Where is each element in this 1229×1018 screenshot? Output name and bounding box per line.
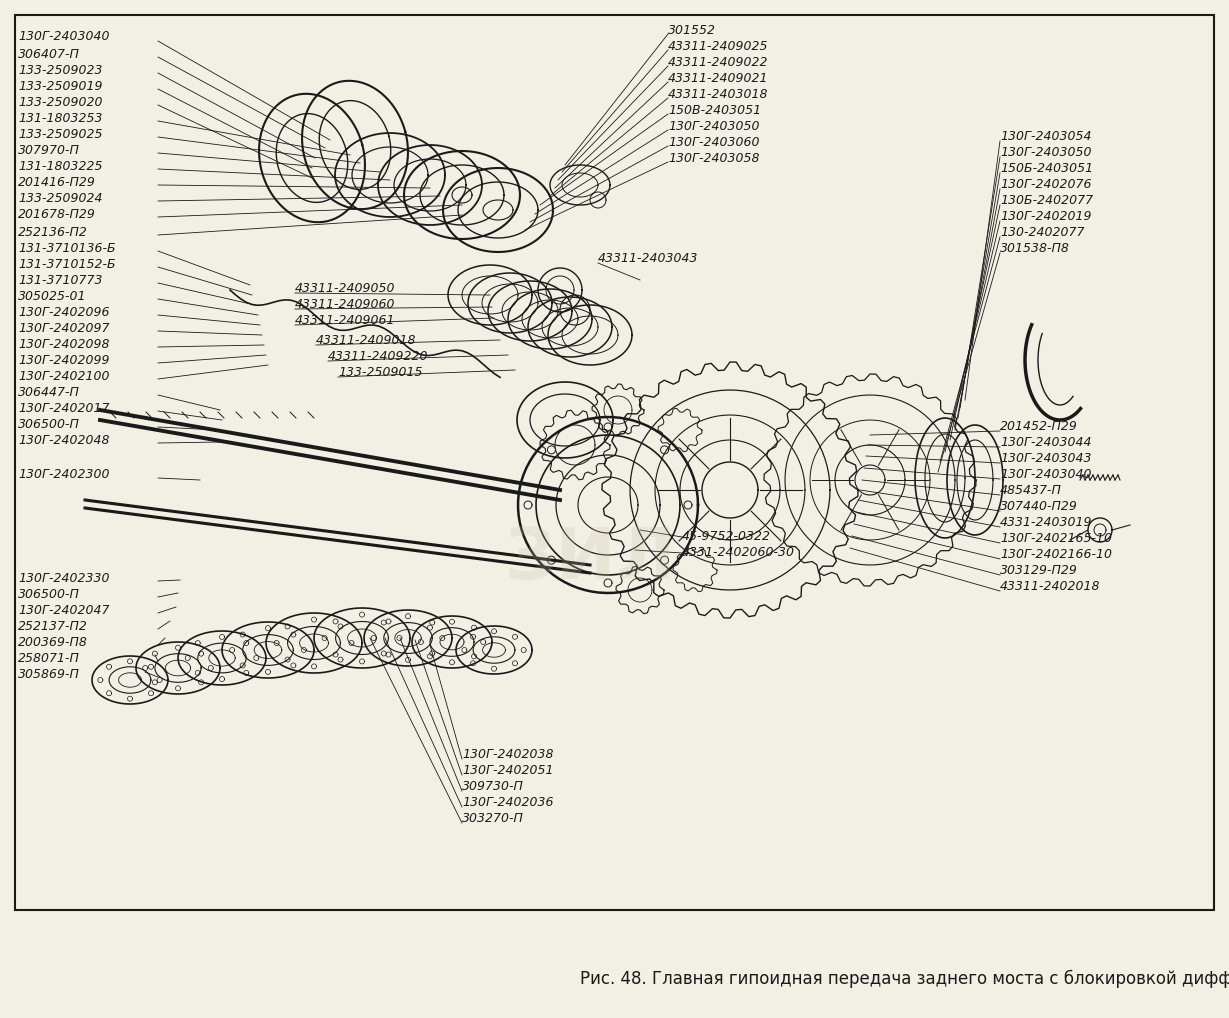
Text: 131-3710136-Б: 131-3710136-Б bbox=[18, 242, 116, 254]
Text: 130Г-2402330: 130Г-2402330 bbox=[18, 572, 109, 585]
Text: 201678-П29: 201678-П29 bbox=[18, 208, 96, 221]
Text: 303129-П29: 303129-П29 bbox=[1000, 564, 1078, 577]
Text: 303270-П: 303270-П bbox=[462, 812, 524, 825]
Text: 200369-П8: 200369-П8 bbox=[18, 636, 88, 649]
Text: 43311-2402018: 43311-2402018 bbox=[1000, 580, 1100, 593]
Text: 130Г-2402300: 130Г-2402300 bbox=[18, 468, 109, 480]
Text: 301538-П8: 301538-П8 bbox=[1000, 242, 1070, 254]
Text: 43311-2409220: 43311-2409220 bbox=[328, 350, 429, 363]
Text: 133-2509024: 133-2509024 bbox=[18, 192, 102, 205]
Text: 131-1803253: 131-1803253 bbox=[18, 112, 102, 125]
Text: 130Г-2402166-10: 130Г-2402166-10 bbox=[1000, 548, 1112, 561]
Text: 43311-2409050: 43311-2409050 bbox=[295, 282, 396, 295]
Text: 306500-П: 306500-П bbox=[18, 588, 80, 601]
Text: 306447-П: 306447-П bbox=[18, 386, 80, 399]
Bar bbox=[15, 15, 1214, 910]
Text: 130Г-2402098: 130Г-2402098 bbox=[18, 338, 109, 351]
Text: 130Г-2402099: 130Г-2402099 bbox=[18, 354, 109, 367]
Text: 201416-П29: 201416-П29 bbox=[18, 176, 96, 189]
Text: 130Г-2403050: 130Г-2403050 bbox=[1000, 146, 1091, 159]
Text: 130Г-2403050: 130Г-2403050 bbox=[669, 120, 760, 133]
Text: 305025-01: 305025-01 bbox=[18, 290, 86, 303]
Text: 4331-2403019: 4331-2403019 bbox=[1000, 516, 1093, 529]
Text: 131-3710773: 131-3710773 bbox=[18, 274, 102, 287]
Text: 130Г-2402100: 130Г-2402100 bbox=[18, 370, 109, 383]
Text: 131-3710152-Б: 131-3710152-Б bbox=[18, 258, 116, 271]
Text: 43311-2403018: 43311-2403018 bbox=[669, 88, 768, 101]
Text: 130Г-2402017: 130Г-2402017 bbox=[18, 402, 109, 415]
Text: 305869-П: 305869-П bbox=[18, 668, 80, 681]
Text: 201452-П29: 201452-П29 bbox=[1000, 420, 1078, 433]
Text: 130Г-2402047: 130Г-2402047 bbox=[18, 604, 109, 617]
Text: 130Г-2402097: 130Г-2402097 bbox=[18, 322, 109, 335]
Text: 43311-2409022: 43311-2409022 bbox=[669, 56, 768, 69]
Text: 150В-2403051: 150В-2403051 bbox=[669, 104, 761, 117]
Text: 306500-П: 306500-П bbox=[18, 418, 80, 431]
Text: 252136-П2: 252136-П2 bbox=[18, 226, 88, 239]
Text: 133-2509023: 133-2509023 bbox=[18, 64, 102, 77]
Text: 150Б-2403051: 150Б-2403051 bbox=[1000, 162, 1093, 175]
Text: 130Г-2402048: 130Г-2402048 bbox=[18, 434, 109, 447]
Text: 307970-П: 307970-П bbox=[18, 144, 80, 157]
Text: 252137-П2: 252137-П2 bbox=[18, 620, 88, 633]
Text: 130-2402077: 130-2402077 bbox=[1000, 226, 1084, 239]
Text: 130Г-2402051: 130Г-2402051 bbox=[462, 764, 553, 777]
Text: 130Г-2403058: 130Г-2403058 bbox=[669, 152, 760, 165]
Text: 258071-П: 258071-П bbox=[18, 652, 80, 665]
Text: 130Б-2402077: 130Б-2402077 bbox=[1000, 194, 1093, 207]
Text: 309730-П: 309730-П bbox=[462, 780, 524, 793]
Text: 130Г-2402019: 130Г-2402019 bbox=[1000, 210, 1091, 223]
Text: ЗИЛ: ЗИЛ bbox=[504, 525, 676, 595]
Text: 130Г-2402036: 130Г-2402036 bbox=[462, 796, 553, 809]
Text: 130Г-2403043: 130Г-2403043 bbox=[1000, 452, 1091, 465]
Text: 45-9752-0322: 45-9752-0322 bbox=[682, 530, 771, 543]
Text: 131-1803225: 131-1803225 bbox=[18, 160, 102, 173]
Text: 133-2509015: 133-2509015 bbox=[338, 366, 423, 379]
Text: 130Г-2402038: 130Г-2402038 bbox=[462, 748, 553, 761]
Text: 43311-2409021: 43311-2409021 bbox=[669, 72, 768, 84]
Text: 43311-2409025: 43311-2409025 bbox=[669, 40, 768, 53]
Text: 130Г-2402165-10: 130Г-2402165-10 bbox=[1000, 532, 1112, 545]
Text: 43311-2403043: 43311-2403043 bbox=[599, 252, 698, 265]
Text: 43311-2409060: 43311-2409060 bbox=[295, 298, 396, 312]
Text: 133-2509025: 133-2509025 bbox=[18, 128, 102, 142]
Text: 130Г-2402076: 130Г-2402076 bbox=[1000, 178, 1091, 191]
Text: Рис. 48. Главная гипоидная передача заднего моста с блокировкой дифференциала: Рис. 48. Главная гипоидная передача задн… bbox=[580, 970, 1229, 988]
Text: 306407-П: 306407-П bbox=[18, 48, 80, 61]
Text: 130Г-2402096: 130Г-2402096 bbox=[18, 306, 109, 319]
Text: 130Г-2403044: 130Г-2403044 bbox=[1000, 436, 1091, 449]
Text: 130Г-2403060: 130Г-2403060 bbox=[669, 136, 760, 149]
Text: 130Г-2403040: 130Г-2403040 bbox=[18, 30, 109, 43]
Text: 133-2509019: 133-2509019 bbox=[18, 80, 102, 93]
Text: 43311-2409061: 43311-2409061 bbox=[295, 314, 396, 327]
Text: 301552: 301552 bbox=[669, 24, 717, 37]
Text: 485437-П: 485437-П bbox=[1000, 484, 1062, 497]
Text: 307440-П29: 307440-П29 bbox=[1000, 500, 1078, 513]
Text: 4331-2402060-30: 4331-2402060-30 bbox=[682, 546, 795, 559]
Text: 43311-2409018: 43311-2409018 bbox=[316, 334, 417, 347]
Text: 133-2509020: 133-2509020 bbox=[18, 96, 102, 109]
Text: 130Г-2403040: 130Г-2403040 bbox=[1000, 468, 1091, 480]
Text: 130Г-2403054: 130Г-2403054 bbox=[1000, 130, 1091, 143]
